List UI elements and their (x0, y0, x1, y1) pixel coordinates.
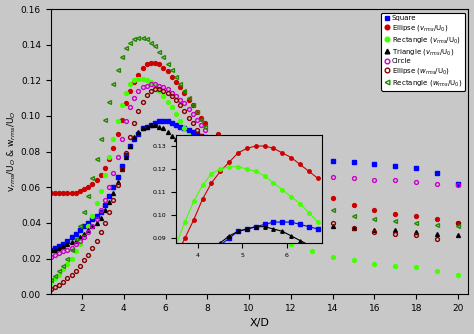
Ellipse ($w_{rms}$/U$_0$) (148, 89, 154, 93)
Rectangle ($w_{rms}$/U$_0$) (152, 44, 158, 48)
Ellipse ($v_{rms}$/U$_0$) (148, 60, 154, 64)
Ellipse ($w_{rms}$/U$_0$) (455, 221, 461, 225)
Rectangle ($v_{rms}$/U$_0$) (392, 264, 398, 268)
Rectangle ($v_{rms}$/U$_0$) (455, 273, 461, 277)
Square (148, 123, 154, 127)
Ellipse ($w_{rms}$/U$_0$) (48, 287, 54, 291)
Square (156, 119, 162, 123)
Line: Circle: Circle (49, 82, 460, 259)
Rectangle ($w_{rms}$/U$_0$) (190, 103, 196, 107)
Rectangle ($v_{rms}$/U$_0$) (48, 280, 54, 284)
Circle (182, 102, 187, 106)
Ellipse ($v_{rms}$/U$_0$) (48, 191, 54, 195)
Rectangle ($v_{rms}$/U$_0$) (123, 91, 129, 95)
Rectangle ($w_{rms}$/U$_0$) (136, 35, 141, 39)
Ellipse ($w_{rms}$/U$_0$) (123, 151, 129, 155)
Ellipse ($v_{rms}$/U$_0$) (152, 60, 158, 64)
Square (123, 153, 129, 157)
Rectangle ($w_{rms}$/U$_0$) (64, 257, 70, 261)
Ellipse ($v_{rms}$/U$_0$) (123, 102, 129, 106)
Rectangle ($w_{rms}$/U$_0$) (48, 278, 54, 282)
Rectangle ($v_{rms}$/U$_0$) (182, 127, 187, 131)
Line: Ellipse ($w_{rms}$/U$_0$): Ellipse ($w_{rms}$/U$_0$) (49, 87, 460, 291)
Rectangle ($w_{rms}$/U$_0$) (123, 46, 129, 50)
Triangle ($v_{rms}$/U$_0$) (48, 247, 54, 252)
Square (190, 130, 196, 134)
Square (64, 239, 70, 243)
Square (392, 164, 398, 168)
X-axis label: X/D: X/D (250, 318, 270, 328)
Triangle ($v_{rms}$/U$_0$) (148, 123, 154, 127)
Legend: Square, Ellipse ($v_{rms}$/U$_0$), Rectangle ($v_{rms}$/U$_0$), Triangle ($v_{rm: Square, Ellipse ($v_{rms}$/U$_0$), Recta… (381, 13, 465, 91)
Triangle ($v_{rms}$/U$_0$) (123, 155, 129, 159)
Line: Rectangle ($w_{rms}$/U$_0$): Rectangle ($w_{rms}$/U$_0$) (49, 36, 460, 282)
Triangle ($v_{rms}$/U$_0$) (392, 228, 398, 232)
Circle (48, 255, 54, 259)
Circle (455, 183, 461, 187)
Ellipse ($w_{rms}$/U$_0$) (190, 121, 196, 125)
Triangle ($v_{rms}$/U$_0$) (190, 159, 196, 163)
Ellipse ($v_{rms}$/U$_0$) (182, 91, 187, 95)
Triangle ($v_{rms}$/U$_0$) (455, 233, 461, 237)
Line: Ellipse ($v_{rms}$/U$_0$): Ellipse ($v_{rms}$/U$_0$) (49, 60, 460, 225)
Ellipse ($v_{rms}$/U$_0$) (64, 191, 70, 195)
Ellipse ($w_{rms}$/U$_0$) (182, 109, 187, 113)
Ellipse ($w_{rms}$/U$_0$) (64, 276, 70, 280)
Rectangle ($v_{rms}$/U$_0$) (136, 76, 141, 80)
Square (48, 247, 54, 252)
Square (182, 127, 187, 131)
Square (455, 182, 461, 186)
Ellipse ($v_{rms}$/U$_0$) (190, 103, 196, 107)
Ellipse ($v_{rms}$/U$_0$) (455, 221, 461, 225)
Rectangle ($v_{rms}$/U$_0$) (152, 84, 158, 88)
Ellipse ($w_{rms}$/U$_0$) (152, 87, 158, 91)
Line: Square: Square (49, 119, 460, 252)
Line: Triangle ($v_{rms}$/U$_0$): Triangle ($v_{rms}$/U$_0$) (49, 123, 460, 252)
Rectangle ($w_{rms}$/U$_0$) (455, 224, 461, 228)
Circle (148, 82, 154, 86)
Circle (152, 82, 158, 86)
Triangle ($v_{rms}$/U$_0$) (182, 148, 187, 152)
Ellipse ($w_{rms}$/U$_0$) (392, 231, 398, 235)
Rectangle ($v_{rms}$/U$_0$) (190, 141, 196, 145)
Circle (392, 178, 398, 182)
Triangle ($v_{rms}$/U$_0$) (64, 242, 70, 246)
Circle (64, 247, 70, 252)
Line: Rectangle ($v_{rms}$/U$_0$): Rectangle ($v_{rms}$/U$_0$) (49, 76, 460, 284)
Ellipse ($v_{rms}$/U$_0$) (392, 212, 398, 216)
Rectangle ($w_{rms}$/U$_0$) (182, 89, 187, 93)
Y-axis label: v$_{rms}$/U$_O$ & w$_{rms}$/U$_O$: v$_{rms}$/U$_O$ & w$_{rms}$/U$_O$ (6, 111, 18, 192)
Rectangle ($v_{rms}$/U$_0$) (64, 262, 70, 266)
Circle (190, 112, 196, 116)
Circle (123, 119, 129, 123)
Rectangle ($w_{rms}$/U$_0$) (392, 219, 398, 223)
Triangle ($v_{rms}$/U$_0$) (152, 123, 158, 127)
